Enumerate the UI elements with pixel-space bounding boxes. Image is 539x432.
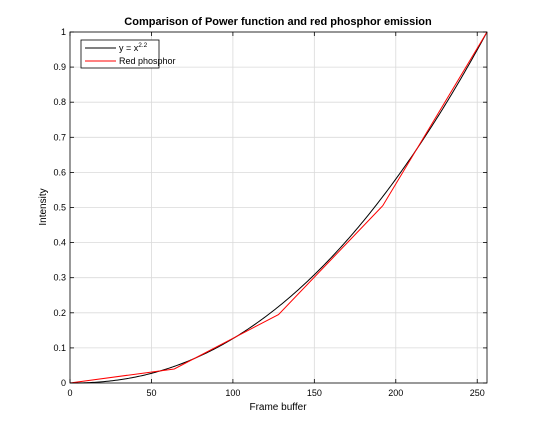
y-tick-label: 0 xyxy=(61,378,66,388)
legend-box xyxy=(80,39,160,69)
y-tick-label: 0.6 xyxy=(53,167,66,177)
legend: y = x2.2 Red phosphor xyxy=(80,39,176,69)
legend-label-power-base: y = x xyxy=(119,43,139,53)
y-tick-label: 0.3 xyxy=(53,273,66,283)
y-tick-label: 1 xyxy=(61,27,66,37)
x-tick-label: 150 xyxy=(307,388,322,398)
y-tick-label: 0.9 xyxy=(53,62,66,72)
series-layer xyxy=(69,31,488,384)
x-tick-label: 200 xyxy=(388,388,403,398)
y-tick-label: 0.7 xyxy=(53,132,66,142)
x-tick-label: 250 xyxy=(470,388,485,398)
x-tick-label: 0 xyxy=(67,388,72,398)
y-tick-label: 0.4 xyxy=(53,238,66,248)
legend-label-power-exponent: 2.2 xyxy=(138,42,147,49)
x-tick-label: 100 xyxy=(225,388,240,398)
legend-label-power: y = x2.2 xyxy=(119,42,148,53)
ticks: 0 50 100 150 200 250 0 0.1 0.2 0.3 0.4 0.5 0.6 0.7 0.8… xyxy=(53,27,487,398)
y-tick-label: 0.2 xyxy=(53,308,66,318)
legend-label-red-phosphor: Red phosphor xyxy=(119,56,176,66)
x-tick-label: 50 xyxy=(146,388,156,398)
x-axis-label: Frame buffer xyxy=(249,402,307,413)
y-tick-label: 0.8 xyxy=(53,97,66,107)
series-line-red-phosphor xyxy=(69,31,488,384)
y-tick-label: 0.1 xyxy=(53,343,66,353)
chart-title: Comparison of Power function and red pho… xyxy=(124,16,432,28)
y-tick-label: 0.5 xyxy=(53,203,66,213)
y-axis-label: Intensity xyxy=(38,188,49,225)
